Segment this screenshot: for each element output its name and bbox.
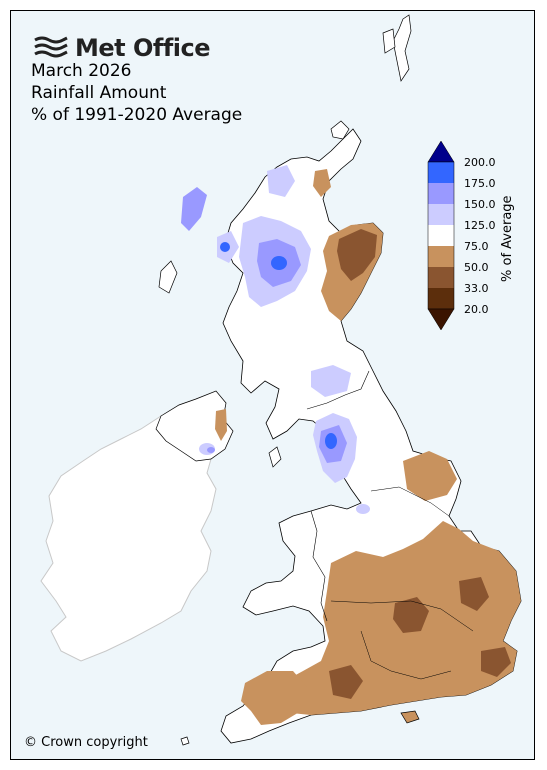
scotland-england-border <box>306 370 370 410</box>
colorbar-bin <box>428 162 454 183</box>
wet-region-southern-uplands <box>311 365 351 397</box>
very-dry-region-aberdeenshire <box>337 229 377 281</box>
dry-region-devon <box>241 671 307 725</box>
shetland <box>392 14 412 82</box>
colorbar-bin <box>428 225 454 246</box>
colorbar-axis-label: % of Average <box>500 195 515 282</box>
colorbar-tick: 33.0 <box>464 282 489 295</box>
colorbar-tick: 175.0 <box>464 177 496 190</box>
isle-of-wight <box>400 710 420 724</box>
isle-of-man <box>268 446 282 468</box>
colorbar-bin <box>428 204 454 225</box>
map-title-period: March 2026 <box>31 61 132 81</box>
ni-wet-patch <box>207 447 215 453</box>
colorbar-under-triangle <box>427 308 455 331</box>
scilly <box>180 736 190 746</box>
colorbar-bin <box>428 246 454 267</box>
northern-ireland <box>155 390 234 462</box>
wales-england-border <box>310 510 328 622</box>
very-dry-patch-east-anglia <box>459 577 489 611</box>
wet-region-north-highlands <box>267 165 295 197</box>
colorbar-tick: 20.0 <box>464 303 489 316</box>
dry-region-moray <box>313 169 331 197</box>
colorbar <box>427 140 455 331</box>
region-boundary <box>330 600 474 632</box>
colorbar-tick: 75.0 <box>464 240 489 253</box>
map-frame: Met Office March 2026 Rainfall Amount % … <box>10 10 535 760</box>
copyright-notice: © Crown copyright <box>24 735 148 750</box>
very-dry-patch-kent <box>481 647 511 677</box>
region-boundary <box>370 486 450 517</box>
ni-dry-patch <box>215 409 227 441</box>
map-title-units: % of 1991-2020 Average <box>31 105 243 125</box>
orkney <box>330 120 350 140</box>
map-title-variable: Rainfall Amount <box>31 83 167 103</box>
wettest-spot-highlands <box>271 256 287 270</box>
dry-region-yorkshire <box>403 451 457 501</box>
wettest-spot-lake-district <box>325 433 337 449</box>
shetland-west <box>382 28 396 54</box>
wet-spot-skye <box>220 242 230 252</box>
met-office-wave-icon <box>34 36 68 58</box>
brand-name: Met Office <box>75 34 211 62</box>
met-office-logo: Met Office <box>33 31 211 65</box>
rainfall-map <box>40 14 522 746</box>
colorbar-bin <box>428 183 454 204</box>
wet-patch-north-england <box>356 504 370 514</box>
very-dry-patch-somerset <box>329 665 363 699</box>
colorbar-over-triangle <box>427 140 455 163</box>
outer-hebrides <box>158 260 178 294</box>
wet-region-hebrides <box>181 187 207 231</box>
colorbar-bin <box>428 267 454 288</box>
colorbar-tick: 50.0 <box>464 261 489 274</box>
colorbar-bin <box>428 288 454 309</box>
colorbar-tick: 200.0 <box>464 156 496 169</box>
very-dry-patch-midlands <box>393 597 429 633</box>
region-boundary <box>360 630 452 680</box>
colorbar-tick: 125.0 <box>464 219 496 232</box>
colorbar-tick: 150.0 <box>464 198 496 211</box>
